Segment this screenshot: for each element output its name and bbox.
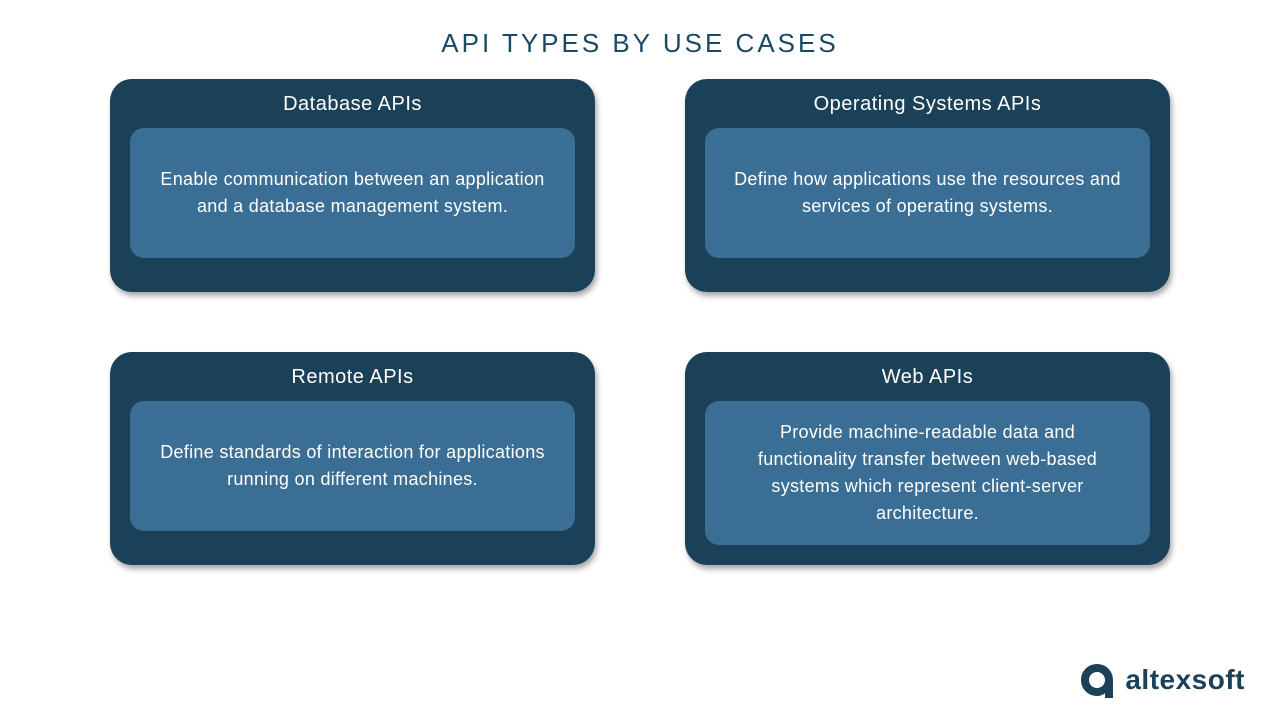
card-desc: Define standards of interaction for appl… bbox=[154, 439, 551, 493]
card-title: Operating Systems APIs bbox=[814, 93, 1042, 116]
card-body: Define how applications use the resource… bbox=[705, 128, 1150, 258]
card-database-apis: Database APIs Enable communication betwe… bbox=[110, 79, 595, 292]
brand-logo: altexsoft bbox=[1077, 660, 1245, 700]
page-title: API TYPES BY USE CASES bbox=[0, 0, 1280, 79]
card-desc: Define how applications use the resource… bbox=[729, 166, 1126, 220]
card-desc: Enable communication between an applicat… bbox=[154, 166, 551, 220]
altexsoft-icon bbox=[1077, 660, 1117, 700]
card-title: Database APIs bbox=[283, 93, 422, 116]
card-desc: Provide machine-readable data and functi… bbox=[729, 419, 1126, 527]
card-title: Web APIs bbox=[882, 366, 973, 389]
brand-text: altexsoft bbox=[1125, 664, 1245, 696]
card-body: Enable communication between an applicat… bbox=[130, 128, 575, 258]
card-body: Provide machine-readable data and functi… bbox=[705, 401, 1150, 545]
card-os-apis: Operating Systems APIs Define how applic… bbox=[685, 79, 1170, 292]
card-web-apis: Web APIs Provide machine-readable data a… bbox=[685, 352, 1170, 565]
cards-grid: Database APIs Enable communication betwe… bbox=[0, 79, 1280, 565]
card-body: Define standards of interaction for appl… bbox=[130, 401, 575, 531]
card-title: Remote APIs bbox=[291, 366, 413, 389]
card-remote-apis: Remote APIs Define standards of interact… bbox=[110, 352, 595, 565]
